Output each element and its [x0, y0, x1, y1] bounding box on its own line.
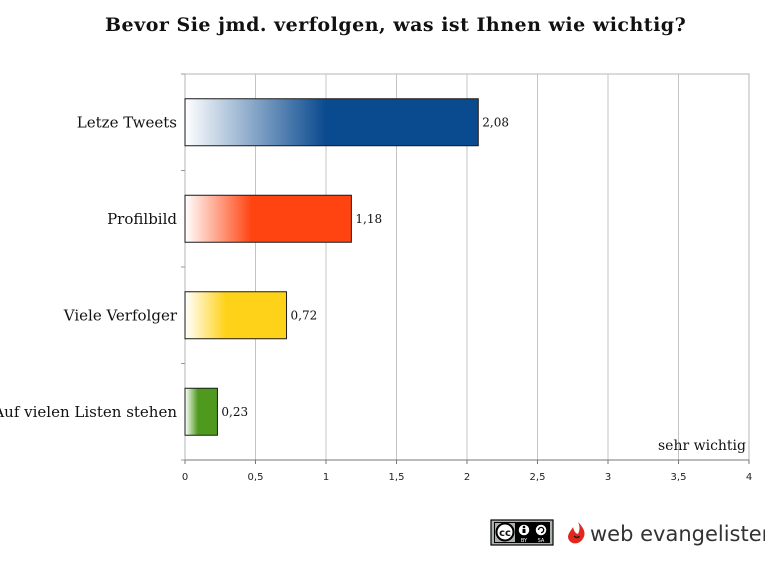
web-evangelisten-logo: web evangelisten [568, 522, 765, 546]
plot-area: Letze Tweets Profilbild Viele Verfolger Auf… [0, 73, 752, 483]
flame-icon [568, 522, 585, 544]
cc-sa-label: SA [538, 538, 545, 544]
cc-by-label: BY [521, 538, 528, 544]
value-label: 1,18 [355, 212, 382, 226]
value-labels: 2,08 1,18 0,72 0,23 [221, 115, 509, 419]
category-ticks [181, 73, 185, 461]
footer: cc BY SA web evangelisten [490, 519, 765, 546]
x-tick-label: 1,5 [389, 472, 405, 483]
category-label: Letze Tweets [77, 113, 177, 131]
bars [184, 98, 479, 436]
category-label: Viele Verfolger [63, 306, 178, 324]
bar-2 [184, 291, 288, 340]
value-label: 2,08 [482, 115, 509, 129]
category-labels: Letze Tweets Profilbild Viele Verfolger Auf… [0, 113, 178, 421]
x-axis-ticks: 0 0,5 1 1,5 2 2,5 3 3,5 4 [182, 460, 752, 483]
x-tick-label: 3 [605, 472, 611, 483]
x-tick-label: 1 [323, 472, 329, 483]
x-tick-label: 2 [464, 472, 470, 483]
bar-3 [184, 387, 218, 436]
x-tick-label: 0 [182, 472, 188, 483]
value-label: 0,23 [221, 405, 248, 419]
cc-logo-icon [495, 522, 515, 542]
axis-annotation: sehr wichtig [658, 438, 746, 454]
bar-1 [184, 194, 352, 243]
x-tick-label: 4 [746, 472, 752, 483]
x-tick-label: 3,5 [671, 472, 687, 483]
cc-logo-text: cc [499, 528, 511, 539]
category-label: Auf vielen Listen stehen [0, 403, 177, 421]
x-tick-label: 2,5 [530, 472, 546, 483]
brand-name: web evangelisten [590, 522, 765, 546]
bar-0 [184, 98, 479, 147]
x-tick-label: 0,5 [248, 472, 264, 483]
cc-sa-icon [534, 523, 548, 537]
creative-commons-badge: cc BY SA [490, 519, 554, 546]
value-label: 0,72 [291, 308, 318, 322]
chart-title: Bevor Sie jmd. verfolgen, was ist Ihnen … [105, 14, 686, 36]
category-label: Profilbild [107, 210, 177, 228]
